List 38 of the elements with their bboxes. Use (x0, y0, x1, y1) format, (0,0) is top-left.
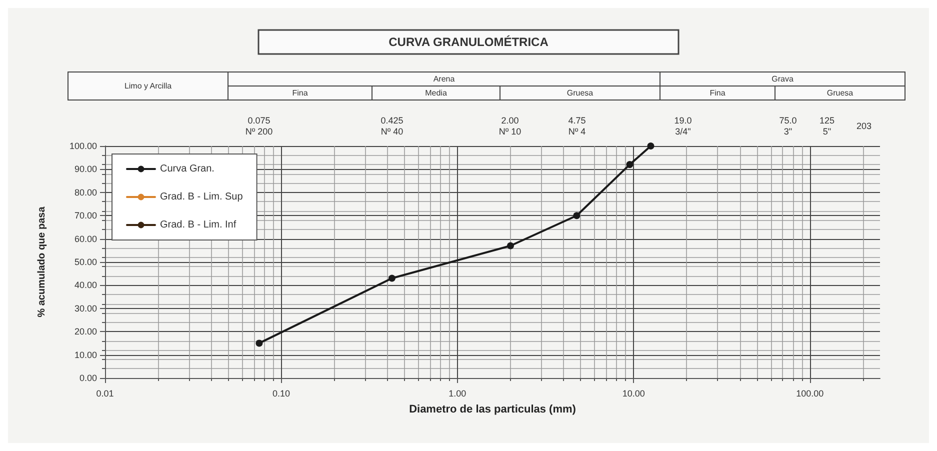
text: 125 5" (819, 116, 835, 136)
x-axis-title: Diametro de las particulas (mm) (409, 403, 576, 416)
x-tick-label: 100.00 (796, 388, 824, 398)
x-tick-label: 0.10 (272, 388, 290, 398)
x-tick-label: 10.00 (622, 388, 645, 398)
text: Arena (433, 74, 456, 84)
y-tick-label: 90.00 (74, 164, 97, 174)
text: 4.75 Nº 4 (568, 116, 586, 136)
y-tick-label: 60.00 (74, 234, 97, 244)
text: 0.075 Nº 200 (245, 116, 273, 136)
y-tick-label: 0.00 (79, 373, 97, 383)
text: 0.425 Nº 40 (380, 116, 404, 136)
legend-label: Grad. B - Lim. Sup (160, 192, 244, 202)
y-tick-label: 80.00 (74, 187, 97, 198)
legend-label: Curva Gran. (160, 164, 214, 174)
text: 203 (856, 121, 872, 131)
y-tick-label: 10.00 (74, 350, 97, 360)
text: 2.00 Nº 10 (498, 116, 522, 136)
text: Grava (772, 74, 794, 84)
x-tick-label: 0.01 (96, 388, 114, 398)
text: Fina (710, 88, 726, 98)
y-tick-label: 100.00 (69, 141, 97, 151)
chart-title: CURVA GRANULOMÉTRICA (388, 35, 549, 49)
x-tick-label: 1.00 (448, 388, 466, 398)
text: 19.0 3/4" (674, 116, 692, 136)
text: Gruesa (826, 88, 854, 98)
legend-label: Grad. B - Lim. Inf (160, 220, 236, 230)
text: Media (425, 88, 448, 98)
y-tick-label: 30.00 (74, 303, 97, 314)
text: Gruesa (566, 88, 594, 98)
text: 75.0 3" (779, 116, 797, 136)
y-tick-label: 70.00 (74, 210, 97, 221)
y-tick-label: 50.00 (74, 257, 97, 267)
y-tick-label: 20.00 (74, 326, 97, 337)
y-tick-label: 40.00 (74, 280, 97, 290)
text: Fina (292, 88, 308, 98)
text: Limo y Arcilla (124, 82, 172, 90)
y-axis-title: % acumulado que pasa (36, 206, 48, 318)
